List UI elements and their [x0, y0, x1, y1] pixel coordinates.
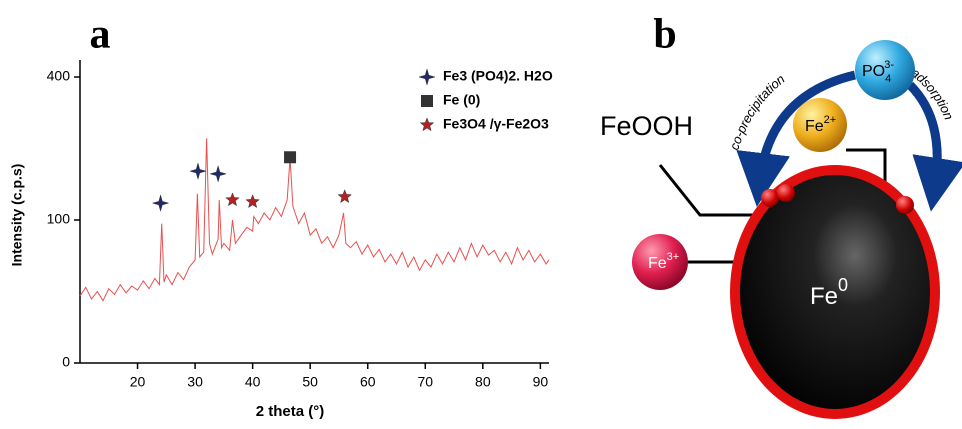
x-tick-label: 30: [187, 374, 203, 390]
adsorbed-site: [896, 196, 914, 214]
label: FeOOH: [600, 111, 693, 141]
xrd-line: [79, 138, 550, 302]
ion: [632, 234, 688, 290]
legend-label: Fe3O4 /γ-Fe2O3: [443, 116, 549, 132]
core-sup: 0: [838, 275, 848, 295]
particle: [730, 165, 940, 419]
x-tick-label: 90: [533, 374, 549, 390]
arrow: [906, 81, 962, 212]
core-label: Fe: [810, 283, 838, 310]
y-tick-label: 400: [47, 68, 71, 84]
arrow: [736, 70, 857, 207]
ion-sub: 4: [885, 73, 891, 85]
ion: [855, 40, 915, 100]
marker: [189, 162, 207, 181]
x-tick-label: 40: [245, 374, 261, 390]
panel-label: a: [90, 12, 111, 58]
y-tick-label: 0: [62, 354, 70, 370]
marker: [419, 117, 435, 132]
ion-charge: 3+: [667, 251, 680, 263]
y-tick-label: 100: [47, 211, 71, 227]
x-tick-label: 70: [417, 374, 433, 390]
ion-label: Fe: [648, 255, 667, 272]
panel-b: b co-precipitation adsorption FeOOH Fe3+…: [600, 12, 962, 419]
legend-label: Fe3 (PO4)2. H2O: [443, 68, 553, 84]
ion-charge: 2+: [824, 114, 837, 126]
adsorbed-site: [777, 184, 795, 202]
ion-label: Fe2+: [805, 114, 836, 135]
marker: [418, 68, 436, 86]
marker: [284, 151, 297, 164]
arrow-label: co-precipitation: [727, 72, 788, 152]
ion-label: Fe: [805, 118, 824, 135]
y-axis-label: Intensity (c.p.s): [9, 164, 25, 267]
marker: [209, 164, 228, 183]
ion-label: Fe3+: [648, 251, 679, 272]
ion-label: PO4 3-: [862, 59, 894, 85]
panel-label: b: [653, 12, 676, 58]
x-tick-label: 60: [360, 374, 376, 390]
legend-label: Fe (0): [443, 92, 480, 108]
adsorbed-site: [761, 189, 779, 207]
core-label: Fe0: [810, 275, 848, 311]
panel-a: a Intensity (c.p.s) 2 theta (°) 0 100 400 2…: [9, 12, 553, 420]
arrow-label: co-precipitation: [727, 72, 788, 152]
marker: [151, 194, 170, 213]
ion-label: PO: [862, 63, 885, 80]
x-tick-label: 20: [130, 374, 146, 390]
x-axis-label: 2 theta (°): [256, 403, 325, 420]
marker: [421, 95, 433, 107]
connector: [658, 164, 768, 217]
marker: [245, 194, 260, 209]
ion: [793, 98, 847, 152]
x-tick-label: 50: [302, 374, 318, 390]
ion-charge: 3-: [884, 59, 894, 71]
marker: [337, 189, 353, 204]
x-tick-label: 80: [475, 374, 491, 390]
marker: [225, 192, 240, 207]
